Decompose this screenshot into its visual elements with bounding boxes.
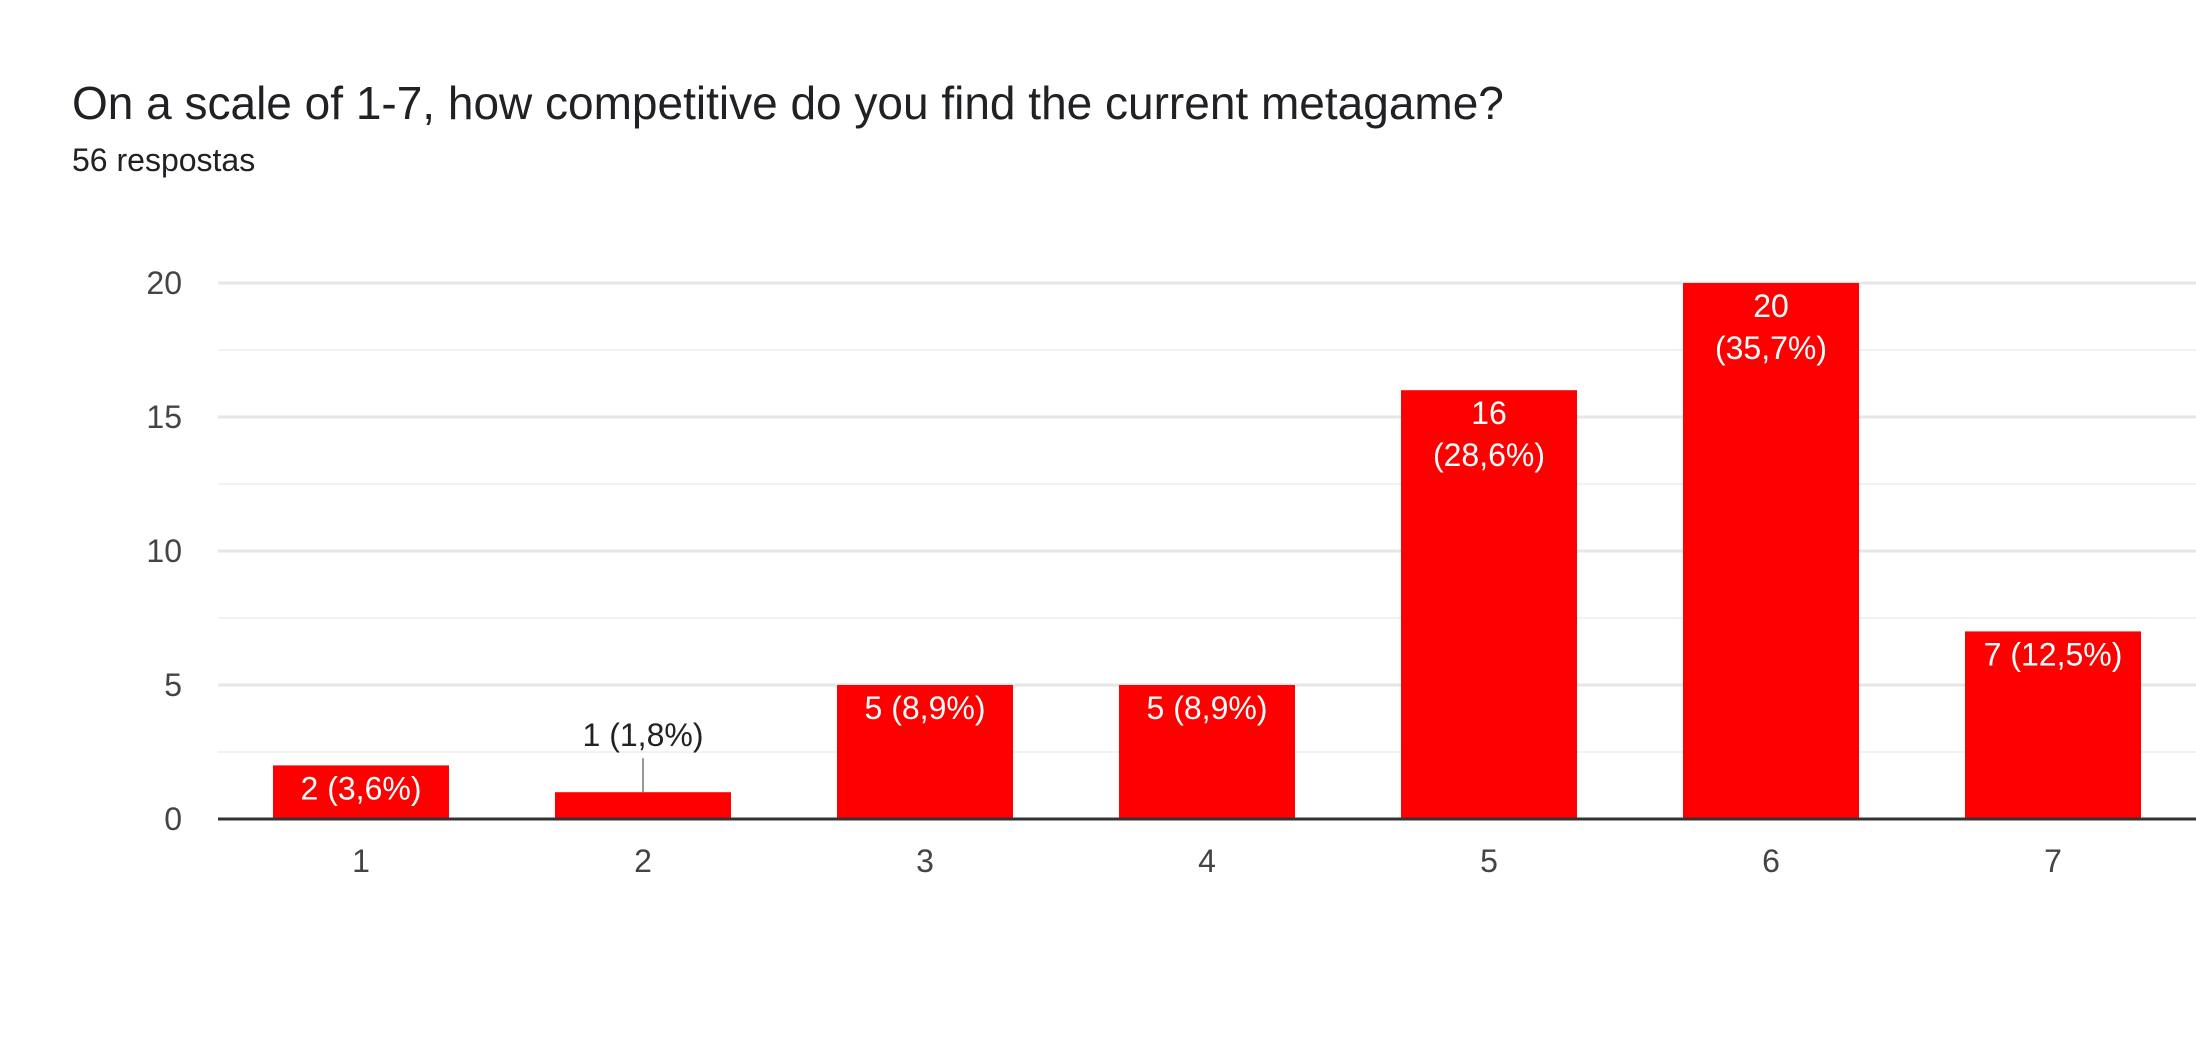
bar (1401, 390, 1577, 819)
x-tick-label: 4 (1198, 843, 1216, 879)
x-tick-label: 7 (2044, 843, 2062, 879)
data-labels: 2 (3,6%) 1 (1,8%) 5 (8,9%) 5 (8,9%) 16 (28,6%… (301, 288, 2123, 806)
data-label: (35,7%) (1715, 330, 1827, 366)
data-label: 5 (8,9%) (1147, 690, 1268, 726)
data-label: 5 (8,9%) (865, 690, 986, 726)
x-tick-label: 6 (1762, 843, 1780, 879)
data-label: 1 (1,8%) (583, 717, 704, 753)
chart-title: On a scale of 1-7, how competitive do yo… (72, 77, 1504, 129)
x-tick-label: 5 (1480, 843, 1498, 879)
response-count: 56 respostas (72, 142, 256, 178)
grid-lines (218, 281, 2196, 753)
bar (1683, 283, 1859, 819)
x-tick-label: 1 (352, 843, 370, 879)
bar (837, 685, 1013, 819)
bar (273, 765, 449, 819)
y-tick-label: 10 (146, 533, 182, 569)
y-tick-label: 5 (164, 667, 182, 703)
data-label: 20 (1753, 288, 1789, 324)
x-axis-ticks: 1 2 3 4 5 6 7 (352, 843, 2062, 879)
x-tick-label: 2 (634, 843, 652, 879)
bar (1965, 631, 2141, 819)
y-axis-ticks: 0 5 10 15 20 (146, 265, 182, 837)
y-tick-label: 15 (146, 399, 182, 435)
bar (555, 792, 731, 819)
data-label: 7 (12,5%) (1984, 636, 2123, 672)
x-tick-label: 3 (916, 843, 934, 879)
chart-header: On a scale of 1-7, how competitive do yo… (72, 74, 1504, 180)
data-label: (28,6%) (1433, 437, 1545, 473)
data-label: 16 (1471, 395, 1507, 431)
data-label: 2 (3,6%) (301, 770, 422, 806)
bar (1119, 685, 1295, 819)
y-tick-label: 0 (164, 801, 182, 837)
bars (273, 283, 2141, 819)
y-tick-label: 20 (146, 265, 182, 301)
